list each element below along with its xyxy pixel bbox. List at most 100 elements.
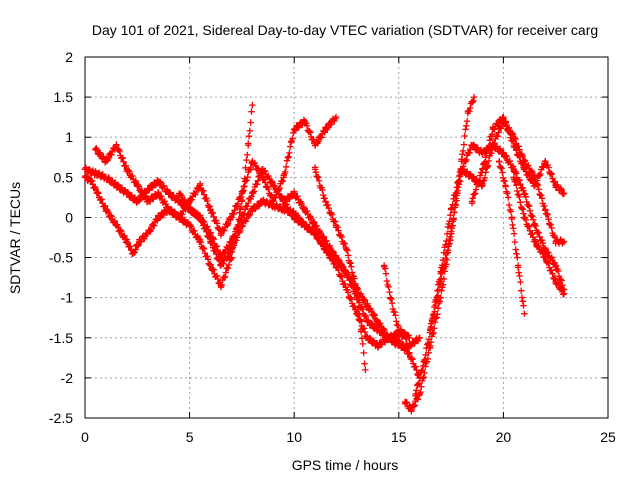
data-point: [311, 230, 319, 237]
data-point: [165, 206, 172, 213]
data-point: [186, 222, 193, 229]
data-point: [322, 198, 329, 205]
data-point: [155, 190, 162, 197]
data-point: [531, 182, 538, 189]
data-point: [426, 326, 434, 333]
data-point: [175, 190, 183, 197]
data-point: [458, 158, 465, 165]
data-point: [311, 142, 319, 149]
data-point: [155, 214, 162, 221]
data-point: [102, 174, 110, 181]
data-point: [332, 254, 340, 261]
data-point: [412, 390, 419, 398]
data-point: [175, 214, 183, 221]
data-point: [542, 254, 549, 261]
data-point: [280, 206, 287, 213]
chart-title: Day 101 of 2021, Sidereal Day-to-day VTE…: [92, 22, 598, 38]
data-point: [362, 366, 369, 374]
data-point: [144, 198, 151, 205]
data-point: [291, 190, 298, 197]
y-tick-label: -2: [61, 370, 74, 386]
data-point: [207, 206, 214, 213]
data-point: [468, 198, 476, 205]
data-point: [387, 294, 394, 301]
data-point: [521, 190, 528, 197]
data-point: [134, 182, 141, 189]
y-tick-label: 0.5: [54, 169, 74, 185]
data-point: [301, 222, 308, 229]
data-point: [531, 222, 538, 229]
data-point: [217, 282, 225, 289]
data-point: [301, 117, 308, 125]
data-point: [343, 246, 350, 253]
data-point: [489, 126, 497, 133]
data-point: [514, 262, 522, 269]
data-point: [500, 150, 507, 157]
axis-ticks: 0 5 10 15 20 25 -2.5 -2 -1.5 -1 -0.5 0 0.5 1 1.5 2: [49, 49, 616, 445]
data-point: [395, 342, 402, 349]
y-tick-label: 1: [65, 129, 73, 145]
y-tick-label: 2: [65, 49, 73, 65]
data-point: [129, 250, 137, 257]
data-point: [144, 230, 151, 237]
data-point: [343, 286, 350, 293]
data-point: [502, 182, 509, 189]
data-point: [249, 190, 256, 197]
data-point: [560, 238, 568, 245]
data-point: [560, 290, 568, 297]
y-tick-label: 0: [65, 209, 73, 225]
data-point: [259, 166, 267, 173]
data-point: [364, 318, 371, 325]
data-point: [270, 198, 277, 205]
series-points: [427, 118, 567, 334]
series-sat-track-9: [412, 93, 478, 400]
data-point: [102, 206, 110, 213]
data-point: [401, 398, 409, 406]
data-point: [447, 206, 455, 213]
data-point: [134, 198, 141, 205]
data-point: [374, 318, 382, 325]
data-point: [81, 174, 89, 181]
series-sat-track-13: [510, 174, 568, 298]
data-point: [228, 214, 235, 221]
data-point: [113, 142, 120, 149]
data-point: [238, 214, 246, 221]
data-point: [496, 158, 503, 165]
data-point: [406, 334, 413, 341]
data-point: [357, 326, 365, 333]
data-point: [88, 178, 95, 185]
y-tick-label: -1: [61, 290, 74, 306]
data-point: [552, 262, 559, 269]
y-tick-label: 1.5: [54, 89, 74, 105]
series-sat-track-7: [380, 262, 413, 341]
plot-frame: [84, 56, 609, 419]
data-point: [468, 142, 476, 149]
data-point: [406, 350, 413, 358]
data-point: [186, 198, 193, 205]
data-point: [165, 190, 172, 197]
grid-lines: [85, 57, 608, 418]
y-tick-label: -2.5: [49, 410, 73, 426]
data-point: [374, 342, 382, 349]
y-axis-label: SDTVAR / TECUs: [7, 182, 23, 294]
series-sat-track-4: [175, 166, 413, 343]
data-point: [521, 166, 528, 173]
y-tick-label: -1.5: [49, 330, 73, 346]
data-point: [92, 146, 99, 153]
data-point: [508, 214, 515, 221]
series-sat-track-6: [311, 164, 369, 374]
data-point: [228, 238, 235, 245]
data-point: [510, 166, 518, 173]
data-point: [531, 238, 538, 245]
data-point: [186, 206, 193, 213]
data-point: [228, 254, 235, 261]
data-point: [249, 206, 256, 213]
data-point: [406, 342, 413, 349]
data-point: [280, 198, 287, 205]
data-point: [196, 238, 204, 245]
data-point: [207, 230, 214, 237]
y-tick-label: -0.5: [49, 250, 73, 266]
data-point: [144, 186, 151, 193]
data-point: [113, 222, 120, 229]
